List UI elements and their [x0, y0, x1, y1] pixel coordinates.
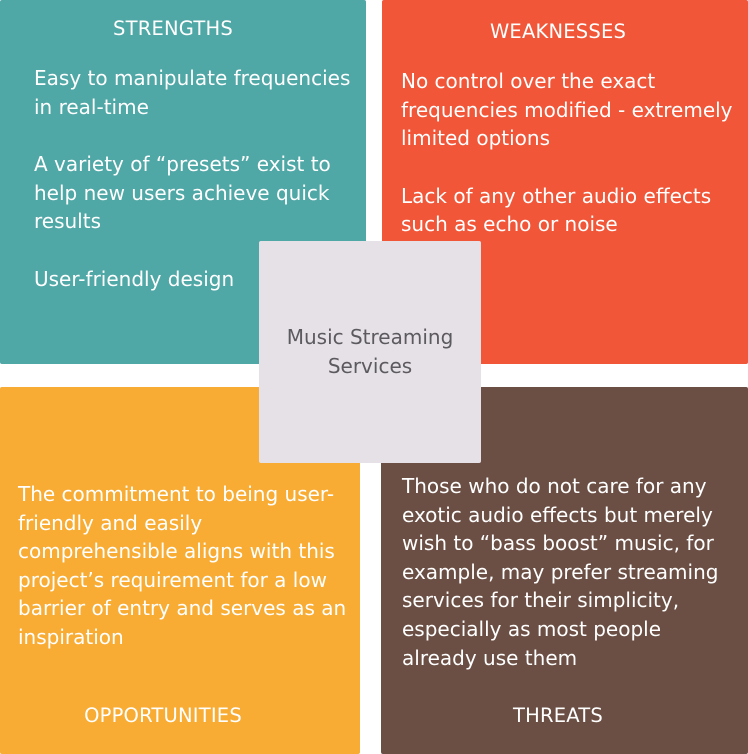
- threats-list: Those who do not care for any exotic aud…: [402, 472, 732, 701]
- threats-item: Those who do not care for any exotic aud…: [402, 474, 719, 670]
- weaknesses-list: No control over the exact frequencies mo…: [401, 67, 746, 268]
- strengths-heading: STRENGTHS: [113, 17, 233, 40]
- weaknesses-item: Lack of any other audio effects such as …: [401, 183, 712, 237]
- opportunities-list: The commitment to being user-friendly an…: [18, 480, 358, 681]
- center-topic-box: Music Streaming Services: [259, 241, 481, 463]
- center-topic-label: Music Streaming Services: [286, 325, 454, 378]
- opportunities-item: The commitment to being user-friendly an…: [18, 482, 347, 649]
- weaknesses-item: No control over the exact frequencies mo…: [401, 69, 733, 151]
- weaknesses-heading: WEAKNESSES: [489, 20, 627, 43]
- threats-heading: THREATS: [513, 704, 603, 727]
- strengths-item: User-friendly design: [34, 266, 235, 291]
- strengths-item: A variety of “presets” exist to help new…: [34, 152, 331, 234]
- opportunities-heading: OPPORTUNITIES: [84, 704, 242, 727]
- strengths-item: Easy to manipulate frequencies in real-t…: [34, 66, 351, 119]
- strengths-list: Easy to manipulate frequencies in real-t…: [34, 64, 364, 323]
- strengths-quadrant: STRENGTHS Easy to manipulate frequencies…: [0, 0, 366, 364]
